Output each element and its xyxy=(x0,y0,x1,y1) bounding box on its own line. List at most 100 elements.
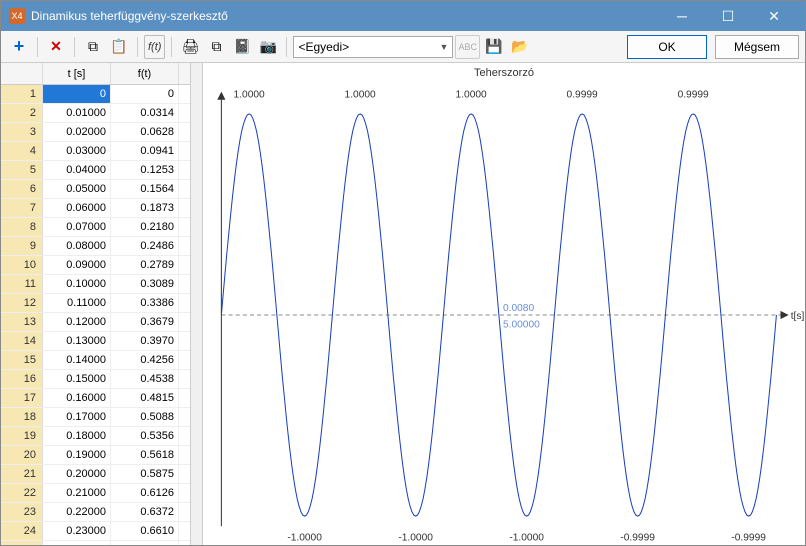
cell-t[interactable]: 0.10000 xyxy=(43,275,111,293)
cell-t[interactable]: 0.05000 xyxy=(43,180,111,198)
table-row[interactable]: 30.020000.0628 xyxy=(1,123,190,142)
delete-button[interactable]: ✕ xyxy=(44,35,68,59)
paste-icon[interactable]: 📋 xyxy=(107,35,131,59)
cell-t[interactable]: 0.22000 xyxy=(43,503,111,521)
table-row[interactable]: 80.070000.2180 xyxy=(1,218,190,237)
cell-t[interactable]: 0.12000 xyxy=(43,313,111,331)
cell-t[interactable]: 0.01000 xyxy=(43,104,111,122)
table-row[interactable]: 90.080000.2486 xyxy=(1,237,190,256)
camera-icon[interactable]: 📷 xyxy=(256,35,280,59)
table-row[interactable]: 120.110000.3386 xyxy=(1,294,190,313)
save-icon[interactable]: 💾 xyxy=(482,35,506,59)
table-rows[interactable]: 10020.010000.031430.020000.062840.030000… xyxy=(1,85,190,545)
cell-t[interactable]: 0.08000 xyxy=(43,237,111,255)
cell-t[interactable]: 0.04000 xyxy=(43,161,111,179)
table-row[interactable]: 110.100000.3089 xyxy=(1,275,190,294)
cell-t[interactable]: 0.09000 xyxy=(43,256,111,274)
table-row[interactable]: 130.120000.3679 xyxy=(1,313,190,332)
table-row[interactable]: 50.040000.1253 xyxy=(1,161,190,180)
cell-f[interactable]: 0.2486 xyxy=(111,237,179,255)
table-row[interactable]: 100 xyxy=(1,85,190,104)
cell-t[interactable]: 0.23000 xyxy=(43,522,111,540)
row-index: 13 xyxy=(1,313,43,331)
cell-t[interactable]: 0.03000 xyxy=(43,142,111,160)
cell-t[interactable]: 0.21000 xyxy=(43,484,111,502)
cell-f[interactable]: 0 xyxy=(111,85,179,103)
cell-f[interactable]: 0.4538 xyxy=(111,370,179,388)
cell-f[interactable]: 0.0628 xyxy=(111,123,179,141)
table-row[interactable]: 180.170000.5088 xyxy=(1,408,190,427)
cell-f[interactable]: 0.3386 xyxy=(111,294,179,312)
cell-f[interactable]: 0.5618 xyxy=(111,446,179,464)
cell-f[interactable]: 0.6372 xyxy=(111,503,179,521)
close-button[interactable]: ✕ xyxy=(751,1,797,31)
ok-button[interactable]: OK xyxy=(627,35,707,59)
cell-t[interactable]: 0.17000 xyxy=(43,408,111,426)
row-index: 4 xyxy=(1,142,43,160)
cell-f[interactable]: 0.1873 xyxy=(111,199,179,217)
table-row[interactable]: 210.200000.5875 xyxy=(1,465,190,484)
cell-t[interactable]: 0.02000 xyxy=(43,123,111,141)
cell-f[interactable]: 0.0941 xyxy=(111,142,179,160)
cancel-button[interactable]: Mégsem xyxy=(715,35,799,59)
table-row[interactable]: 220.210000.6126 xyxy=(1,484,190,503)
cell-f[interactable]: 0.5088 xyxy=(111,408,179,426)
cell-f[interactable]: 0.3970 xyxy=(111,332,179,350)
maximize-button[interactable]: ☐ xyxy=(705,1,751,31)
cell-t[interactable]: 0.19000 xyxy=(43,446,111,464)
cell-t[interactable]: 0.20000 xyxy=(43,465,111,483)
cell-t[interactable]: 0.16000 xyxy=(43,389,111,407)
table-row[interactable]: 160.150000.4538 xyxy=(1,370,190,389)
svg-text:0.9999: 0.9999 xyxy=(567,90,598,101)
cell-t[interactable]: 0.06000 xyxy=(43,199,111,217)
cell-f[interactable]: 0.6843 xyxy=(111,541,179,545)
table-row[interactable]: 70.060000.1873 xyxy=(1,199,190,218)
table-row[interactable]: 190.180000.5356 xyxy=(1,427,190,446)
cell-f[interactable]: 0.3679 xyxy=(111,313,179,331)
notes-icon[interactable]: 📓 xyxy=(230,35,254,59)
table-row[interactable]: 20.010000.0314 xyxy=(1,104,190,123)
cell-t[interactable]: 0.07000 xyxy=(43,218,111,236)
copy-chart-icon[interactable]: ⧉ xyxy=(204,35,228,59)
cell-f[interactable]: 0.5875 xyxy=(111,465,179,483)
table-row[interactable]: 60.050000.1564 xyxy=(1,180,190,199)
cell-t[interactable]: 0 xyxy=(43,85,111,103)
abc-icon[interactable]: ABC xyxy=(455,35,480,59)
copy-icon[interactable]: ⧉ xyxy=(81,35,105,59)
cell-f[interactable]: 0.5356 xyxy=(111,427,179,445)
table-row[interactable]: 240.230000.6610 xyxy=(1,522,190,541)
table-row[interactable]: 250.240000.6843 xyxy=(1,541,190,545)
scrollbar[interactable] xyxy=(191,63,203,545)
print-icon[interactable]: 🖨 xyxy=(178,35,202,59)
row-index: 25 xyxy=(1,541,43,545)
cell-f[interactable]: 0.6610 xyxy=(111,522,179,540)
cell-t[interactable]: 0.18000 xyxy=(43,427,111,445)
cell-f[interactable]: 0.0314 xyxy=(111,104,179,122)
minimize-button[interactable]: ─ xyxy=(659,1,705,31)
cell-t[interactable]: 0.15000 xyxy=(43,370,111,388)
row-index: 11 xyxy=(1,275,43,293)
function-button[interactable]: f(t) xyxy=(144,35,165,59)
table-row[interactable]: 230.220000.6372 xyxy=(1,503,190,522)
table-row[interactable]: 100.090000.2789 xyxy=(1,256,190,275)
type-combo[interactable]: <Egyedi> ▼ xyxy=(293,36,453,58)
table-row[interactable]: 150.140000.4256 xyxy=(1,351,190,370)
cell-t[interactable]: 0.14000 xyxy=(43,351,111,369)
table-row[interactable]: 170.160000.4815 xyxy=(1,389,190,408)
table-row[interactable]: 40.030000.0941 xyxy=(1,142,190,161)
cell-f[interactable]: 0.4256 xyxy=(111,351,179,369)
add-button[interactable]: + xyxy=(7,35,31,59)
open-icon[interactable]: 📂 xyxy=(508,35,532,59)
cell-f[interactable]: 0.2180 xyxy=(111,218,179,236)
cell-f[interactable]: 0.1253 xyxy=(111,161,179,179)
cell-f[interactable]: 0.2789 xyxy=(111,256,179,274)
cell-t[interactable]: 0.13000 xyxy=(43,332,111,350)
cell-f[interactable]: 0.6126 xyxy=(111,484,179,502)
cell-f[interactable]: 0.1564 xyxy=(111,180,179,198)
cell-f[interactable]: 0.3089 xyxy=(111,275,179,293)
cell-f[interactable]: 0.4815 xyxy=(111,389,179,407)
cell-t[interactable]: 0.24000 xyxy=(43,541,111,545)
cell-t[interactable]: 0.11000 xyxy=(43,294,111,312)
table-row[interactable]: 140.130000.3970 xyxy=(1,332,190,351)
table-row[interactable]: 200.190000.5618 xyxy=(1,446,190,465)
